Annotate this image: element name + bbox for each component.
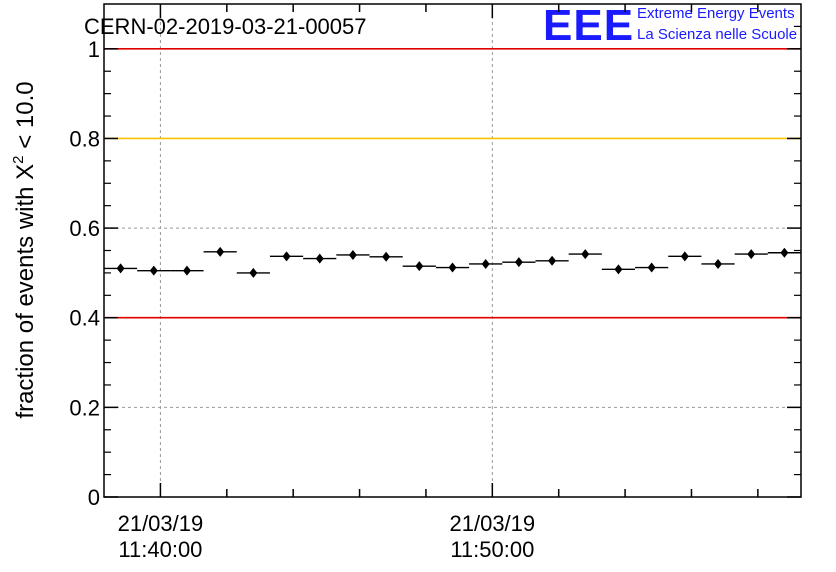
data-point: [780, 247, 789, 258]
data-points: [104, 246, 801, 278]
x-tick-label-time: 11:50:00: [450, 537, 534, 562]
data-point: [182, 265, 191, 276]
y-tick-label: 0: [88, 485, 100, 510]
data-point: [448, 262, 457, 273]
y-axis-label: fraction of events with X2 < 10.0: [10, 81, 39, 418]
grid: [104, 4, 801, 497]
data-point: [116, 263, 125, 274]
data-point: [315, 253, 324, 264]
logo-line-1: Extreme Energy Events: [637, 5, 795, 22]
x-tick-label-time: 11:40:00: [118, 537, 202, 562]
chart-title: CERN-02-2019-03-21-00057: [84, 14, 367, 39]
data-point: [647, 262, 656, 273]
x-tick-label-date: 21/03/19: [450, 511, 536, 536]
y-tick-label: 0.4: [69, 306, 100, 331]
y-axis-label-symbol: X: [12, 164, 39, 180]
y-tick-label: 0.6: [69, 216, 100, 241]
data-point: [415, 261, 424, 272]
eee-logo: EEE Extreme Energy Events La Scienza nel…: [543, 1, 797, 50]
data-point: [548, 255, 557, 266]
axis-ticks: 00.20.40.60.8121/03/1911:40:0021/03/1911…: [69, 4, 801, 562]
reference-lines: [104, 48, 801, 319]
data-point: [714, 258, 723, 269]
logo-line-2: La Scienza nelle Scuole: [637, 26, 797, 43]
data-point: [282, 251, 291, 262]
data-point: [216, 246, 225, 257]
data-point: [747, 249, 756, 260]
data-point: [149, 265, 158, 276]
data-point: [481, 258, 490, 269]
data-point: [581, 249, 590, 260]
y-tick-label: 1: [88, 37, 100, 62]
logo-letters: EEE: [543, 1, 634, 50]
data-point: [680, 251, 689, 262]
x-tick-label-date: 21/03/19: [118, 511, 204, 536]
data-point: [249, 267, 258, 278]
plot-frame: [103, 3, 802, 498]
y-tick-label: 0.2: [69, 395, 100, 420]
y-axis-label-superscript: 2: [10, 155, 27, 163]
y-axis-label-suffix: < 10.0: [12, 81, 39, 155]
data-point: [382, 251, 391, 262]
data-point: [348, 249, 357, 260]
data-point: [514, 257, 523, 268]
y-tick-label: 0.8: [69, 126, 100, 151]
y-axis-label-prefix: fraction of events with: [12, 180, 39, 419]
data-point: [614, 264, 623, 275]
